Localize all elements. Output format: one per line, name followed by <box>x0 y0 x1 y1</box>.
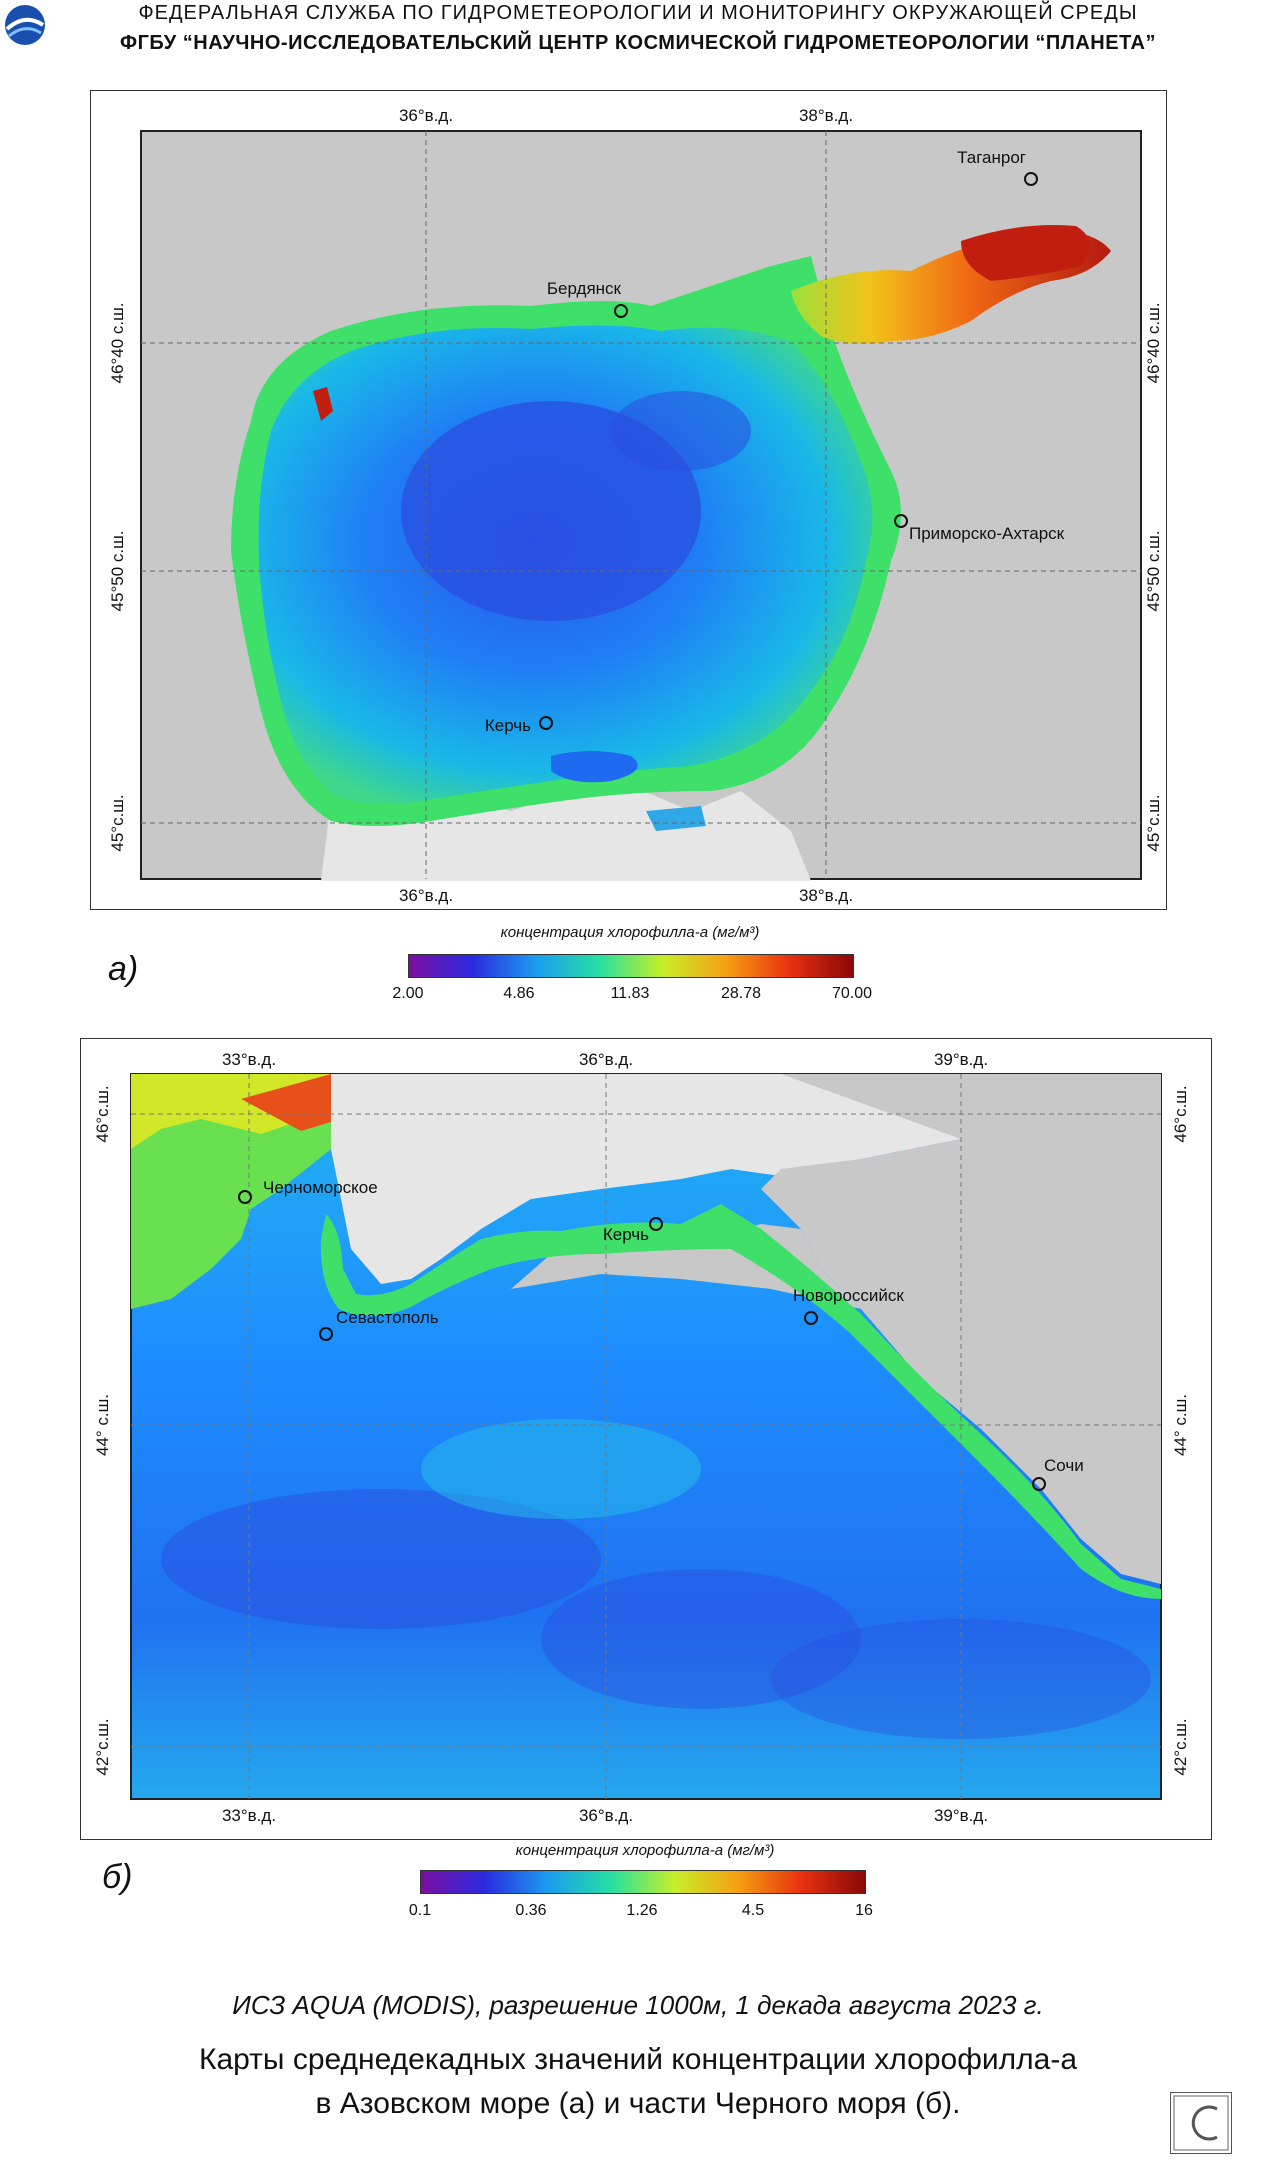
map-a-lat-4550-right: 45°50 с.ш. <box>1144 531 1163 612</box>
iso-certificate-icon <box>1171 2093 1231 2153</box>
map-b-tick-0: 0.1 <box>409 1902 431 1920</box>
map-a-tick-3: 28.78 <box>721 985 761 1003</box>
map-b-lat-42-left: 42°с.ш. <box>93 1718 112 1775</box>
map-b-lon-36-bottom: 36°в.д. <box>579 1806 633 1825</box>
map-b-tick-4: 16 <box>855 1902 873 1920</box>
map-a-lon-38-top: 38°в.д. <box>799 106 853 125</box>
header-agency: ФЕДЕРАЛЬНАЯ СЛУЖБА ПО ГИДРОМЕТЕОРОЛОГИИ … <box>0 2 1276 25</box>
map-b-city-kerch: Керчь <box>603 1225 649 1244</box>
map-b-labels: 33°в.д. 36°в.д. 39°в.д. 33°в.д. 36°в.д. … <box>81 1039 1211 1839</box>
map-a-lat-4550-left: 45°50 с.ш. <box>108 531 127 612</box>
map-b-lon-36-top: 36°в.д. <box>579 1050 633 1069</box>
map-b-city-chernomorskoe: Черноморское <box>263 1178 378 1197</box>
map-a-city-marker-taganrog <box>1025 173 1037 185</box>
map-b-city-sochi: Сочи <box>1044 1456 1084 1475</box>
map-b-city-marker-kerch <box>650 1218 662 1230</box>
header-institute: ФГБУ “НАУЧНО-ИССЛЕДОВАТЕЛЬСКИЙ ЦЕНТР КОС… <box>0 32 1276 55</box>
map-b-city-marker-chernomorskoe <box>239 1191 251 1203</box>
map-a-lon-36-bottom: 36°в.д. <box>399 886 453 905</box>
map-a-city-marker-kerch <box>540 717 552 729</box>
map-b-colorbar-title: концентрация хлорофилла-а (мг/м³) <box>400 1842 890 1859</box>
map-b-lon-33-top: 33°в.д. <box>222 1050 276 1069</box>
map-b-lon-33-bottom: 33°в.д. <box>222 1806 276 1825</box>
map-a-labels: 36°в.д. 38°в.д. 36°в.д. 38°в.д. 46°40 с.… <box>91 91 1166 909</box>
map-b-tick-2: 1.26 <box>626 1902 657 1920</box>
map-a-city-berdyansk: Бердянск <box>547 279 622 298</box>
map-a-lat-4640-right: 46°40 с.ш. <box>1144 303 1163 384</box>
map-b-lon-39-bottom: 39°в.д. <box>934 1806 988 1825</box>
map-a-lat-45-right: 45°с.ш. <box>1144 794 1163 851</box>
map-a-frame: 36°в.д. 38°в.д. 36°в.д. 38°в.д. 46°40 с.… <box>90 90 1167 910</box>
map-b-city-marker-sochi <box>1033 1478 1045 1490</box>
figure-caption-line1: Карты среднедекадных значений концентрац… <box>0 2038 1276 2082</box>
map-a-city-kerch: Керчь <box>485 716 531 735</box>
map-b-tick-1: 0.36 <box>515 1902 546 1920</box>
map-b-frame: 33°в.д. 36°в.д. 39°в.д. 33°в.д. 36°в.д. … <box>80 1038 1212 1840</box>
map-a-tick-4: 70.00 <box>832 985 872 1003</box>
map-b-tick-3: 4.5 <box>742 1902 764 1920</box>
map-a-lat-45-left: 45°с.ш. <box>108 794 127 851</box>
map-b-city-marker-sevastopol <box>320 1328 332 1340</box>
figure-caption-line2: в Азовском море (а) и части Черного моря… <box>0 2082 1276 2126</box>
map-a-letter: а) <box>108 950 138 989</box>
map-a-city-primorsko: Приморско-Ахтарск <box>909 524 1065 543</box>
figure-caption: Карты среднедекадных значений концентрац… <box>0 2038 1276 2126</box>
map-b-city-sevastopol: Севастополь <box>336 1308 439 1327</box>
satellite-caption: ИСЗ AQUA (MODIS), разрешение 1000м, 1 де… <box>0 1990 1276 2021</box>
map-b-lat-42-right: 42°с.ш. <box>1171 1718 1190 1775</box>
map-a-tick-0: 2.00 <box>392 985 423 1003</box>
map-b-city-novorossiysk: Новороссийск <box>793 1286 904 1305</box>
map-b-city-marker-novorossiysk <box>805 1312 817 1324</box>
map-b-colorbar <box>420 1870 866 1894</box>
map-a-tick-2: 11.83 <box>611 985 650 1003</box>
map-a-city-taganrog: Таганрог <box>957 148 1026 167</box>
map-a-colorbar-title: концентрация хлорофилла-а (мг/м³) <box>400 924 860 941</box>
iso-certificate-stamp <box>1170 2092 1232 2154</box>
map-b-lat-44-right: 44° с.ш. <box>1171 1394 1190 1456</box>
map-a-colorbar <box>408 954 854 978</box>
map-a-lat-4640-left: 46°40 с.ш. <box>108 303 127 384</box>
map-a-city-marker-primorsko <box>895 515 907 527</box>
map-b-lat-46-right: 46°с.ш. <box>1171 1085 1190 1142</box>
map-b-lon-39-top: 39°в.д. <box>934 1050 988 1069</box>
map-b-lat-44-left: 44° с.ш. <box>93 1394 112 1456</box>
map-b-lat-46-left: 46°с.ш. <box>93 1085 112 1142</box>
map-a-lon-38-bottom: 38°в.д. <box>799 886 853 905</box>
map-b-letter: б) <box>102 1858 132 1897</box>
map-a-tick-1: 4.86 <box>503 985 534 1003</box>
map-a-lon-36-top: 36°в.д. <box>399 106 453 125</box>
map-a-city-marker-berdyansk <box>615 305 627 317</box>
